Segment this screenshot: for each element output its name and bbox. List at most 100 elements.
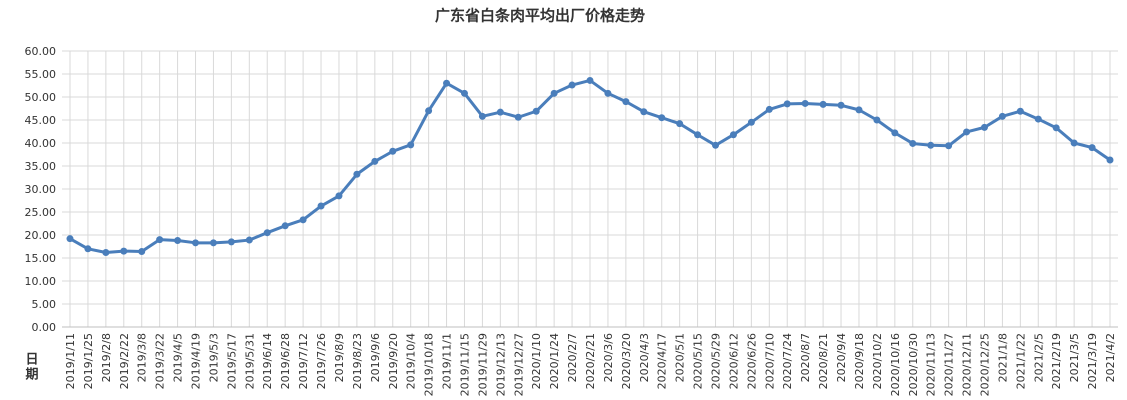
data-point bbox=[1034, 115, 1042, 123]
data-point bbox=[801, 99, 809, 107]
data-point bbox=[371, 157, 379, 165]
data-point bbox=[138, 248, 146, 256]
y-tick-label: 5.00 bbox=[32, 298, 57, 311]
x-tick-label: 2019/10/4 bbox=[405, 333, 418, 389]
x-tick-label: 2021/1/22 bbox=[1014, 333, 1027, 389]
data-point bbox=[407, 141, 415, 149]
x-tick-label: 2020/8/21 bbox=[817, 333, 830, 389]
data-point bbox=[192, 239, 200, 247]
x-tick-label: 2019/9/6 bbox=[369, 333, 382, 382]
data-point bbox=[174, 237, 182, 245]
x-tick-label: 2020/9/4 bbox=[835, 333, 848, 382]
x-tick-label: 2019/2/22 bbox=[118, 333, 131, 389]
data-point bbox=[496, 108, 504, 116]
y-tick-label: 35.00 bbox=[25, 160, 57, 173]
data-point bbox=[425, 107, 433, 115]
x-tick-label: 2020/6/12 bbox=[727, 333, 740, 389]
x-tick-label: 2019/11/15 bbox=[458, 333, 471, 396]
y-tick-label: 40.00 bbox=[25, 137, 57, 150]
data-point bbox=[120, 247, 128, 255]
x-tick-label: 2020/2/21 bbox=[584, 333, 597, 389]
data-point bbox=[209, 239, 217, 247]
x-tick-label: 2020/3/6 bbox=[602, 333, 615, 382]
x-tick-label: 2020/8/7 bbox=[799, 333, 812, 382]
data-point bbox=[568, 81, 576, 89]
data-point bbox=[263, 229, 271, 237]
y-tick-label: 55.00 bbox=[25, 68, 57, 81]
x-tick-label: 2020/4/17 bbox=[656, 333, 669, 389]
x-tick-label: 2020/5/15 bbox=[692, 333, 705, 389]
y-tick-label: 45.00 bbox=[25, 114, 57, 127]
x-tick-label: 2019/3/22 bbox=[154, 333, 167, 389]
x-tick-label: 2021/1/8 bbox=[996, 333, 1009, 382]
data-point bbox=[712, 141, 720, 149]
data-point bbox=[855, 106, 863, 114]
x-tick-label: 2020/9/18 bbox=[853, 333, 866, 389]
x-tick-label: 2020/2/7 bbox=[566, 333, 579, 382]
x-tick-label: 2020/1/24 bbox=[548, 333, 561, 389]
data-point bbox=[1088, 144, 1096, 152]
data-point bbox=[66, 235, 74, 243]
chart-title: 广东省白条肉平均出厂价格走势 bbox=[435, 7, 645, 25]
x-tick-label: 2020/12/11 bbox=[961, 333, 974, 396]
x-tick-label: 2019/11/29 bbox=[476, 333, 489, 396]
y-tick-label: 50.00 bbox=[25, 91, 57, 104]
x-tick-label: 2019/5/3 bbox=[207, 333, 220, 382]
data-point bbox=[102, 248, 110, 256]
data-point bbox=[478, 112, 486, 120]
data-point bbox=[1016, 107, 1024, 115]
data-point bbox=[586, 76, 594, 84]
y-tick-label: 60.00 bbox=[25, 45, 57, 58]
data-point bbox=[245, 236, 253, 244]
x-tick-label: 2020/7/24 bbox=[781, 333, 794, 389]
data-point bbox=[335, 192, 343, 200]
data-point bbox=[909, 139, 917, 147]
data-point bbox=[998, 112, 1006, 120]
x-tick-label: 2019/9/20 bbox=[387, 333, 400, 389]
data-point bbox=[353, 170, 361, 178]
x-tick-label: 2020/12/25 bbox=[978, 333, 991, 396]
x-tick-label: 2020/10/16 bbox=[889, 333, 902, 396]
data-point bbox=[532, 107, 540, 115]
x-tick-label: 2019/11/1 bbox=[441, 333, 454, 389]
x-tick-label: 2019/7/26 bbox=[315, 333, 328, 389]
data-point bbox=[980, 123, 988, 131]
data-point bbox=[819, 100, 827, 108]
x-tick-label: 2019/10/18 bbox=[423, 333, 436, 396]
data-point bbox=[622, 98, 630, 106]
x-tick-label: 2021/3/19 bbox=[1086, 333, 1099, 389]
data-point bbox=[389, 147, 397, 155]
data-point bbox=[317, 202, 325, 210]
data-point bbox=[443, 79, 451, 87]
x-tick-label: 2020/6/26 bbox=[745, 333, 758, 389]
data-point bbox=[783, 100, 791, 108]
data-point bbox=[658, 114, 666, 122]
x-tick-label: 2019/1/25 bbox=[82, 333, 95, 389]
data-point bbox=[460, 89, 468, 97]
data-point bbox=[729, 131, 737, 139]
y-tick-label: 25.00 bbox=[25, 206, 57, 219]
y-tick-label: 0.00 bbox=[32, 321, 57, 334]
x-tick-label: 2020/7/10 bbox=[763, 333, 776, 389]
x-tick-label: 2020/11/27 bbox=[943, 333, 956, 396]
data-point bbox=[514, 113, 522, 121]
x-tick-label: 2020/4/3 bbox=[638, 333, 651, 382]
x-tick-label: 2019/12/27 bbox=[512, 333, 525, 396]
x-tick-label: 2020/5/29 bbox=[710, 333, 723, 389]
data-point bbox=[837, 101, 845, 109]
data-point bbox=[604, 89, 612, 97]
x-tick-label: 2021/2/5 bbox=[1032, 333, 1045, 382]
data-point bbox=[927, 141, 935, 149]
data-point bbox=[765, 105, 773, 113]
x-tick-label: 2021/4/2 bbox=[1104, 333, 1117, 382]
x-tick-label: 2020/10/2 bbox=[871, 333, 884, 389]
y-tick-label: 30.00 bbox=[25, 183, 57, 196]
data-point bbox=[640, 108, 648, 116]
data-point bbox=[299, 216, 307, 224]
y-tick-label: 10.00 bbox=[25, 275, 57, 288]
x-tick-label: 2019/2/8 bbox=[100, 333, 113, 382]
data-point bbox=[1106, 156, 1114, 164]
x-tick-label: 2019/4/19 bbox=[190, 333, 203, 389]
data-point bbox=[227, 238, 235, 246]
